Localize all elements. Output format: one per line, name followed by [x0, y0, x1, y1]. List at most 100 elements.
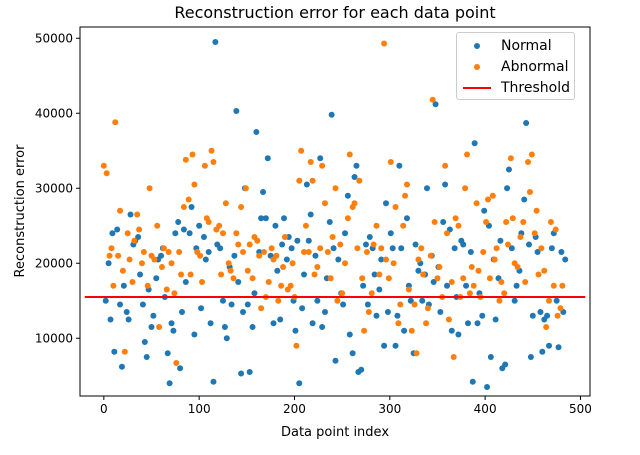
normal-point — [389, 245, 396, 252]
normal-point — [296, 380, 303, 387]
normal-point — [294, 237, 301, 244]
normal-point — [562, 256, 569, 263]
abnormal-point — [268, 245, 275, 252]
abnormal-point — [520, 219, 527, 225]
normal-point — [200, 234, 207, 240]
normal-point — [546, 342, 553, 349]
abnormal-point — [180, 204, 187, 210]
normal-point — [135, 234, 142, 240]
abnormal-point — [509, 215, 516, 222]
abnormal-point — [356, 177, 363, 184]
normal-point — [196, 222, 203, 229]
normal-point — [455, 331, 462, 338]
abnormal-point — [208, 147, 215, 154]
normal-point — [321, 309, 328, 315]
x-tick-label: 300 — [378, 402, 401, 416]
abnormal-point — [547, 219, 554, 225]
abnormal-point — [278, 282, 285, 289]
normal-point — [328, 111, 335, 118]
normal-point — [117, 301, 124, 308]
normal-point — [219, 297, 226, 304]
abnormal-point — [321, 200, 328, 207]
normal-point — [383, 200, 389, 207]
abnormal-point — [533, 207, 540, 214]
abnormal-point — [334, 297, 341, 304]
abnormal-point — [552, 226, 559, 233]
abnormal-point — [395, 320, 402, 327]
normal-point — [432, 101, 439, 108]
legend-marker-abnormal — [463, 57, 491, 77]
x-tick-label: 500 — [569, 402, 592, 416]
abnormal-point — [119, 267, 126, 274]
abnormal-point — [411, 301, 418, 308]
abnormal-point — [424, 305, 431, 312]
abnormal-point — [319, 162, 326, 169]
abnormal-point — [178, 271, 185, 278]
abnormal-point — [100, 162, 107, 169]
normal-point — [544, 312, 551, 319]
normal-point — [235, 279, 242, 285]
normal-point — [314, 297, 321, 304]
abnormal-point — [256, 252, 263, 259]
abnormal-point — [448, 279, 455, 285]
normal-point — [111, 348, 118, 355]
abnormal-point — [496, 297, 503, 304]
normal-point — [419, 297, 426, 304]
abnormal-point — [413, 350, 420, 357]
abnormal-point — [346, 151, 353, 158]
legend-label-threshold: Threshold — [501, 80, 570, 96]
abnormal-point — [191, 181, 198, 188]
normal-point — [469, 378, 476, 385]
normal-point — [332, 357, 339, 364]
abnormal-point — [233, 230, 240, 237]
normal-point — [251, 290, 258, 297]
abnormal-point — [517, 234, 524, 240]
abnormal-point — [302, 222, 309, 229]
abnormal-point — [154, 222, 161, 229]
normal-point — [168, 320, 175, 327]
normal-point — [240, 309, 247, 315]
abnormal-point — [138, 260, 145, 267]
normal-point — [415, 267, 422, 274]
normal-point — [558, 249, 565, 255]
normal-point — [484, 384, 491, 390]
abnormal-point — [146, 185, 153, 192]
legend-item-normal: Normal — [457, 36, 576, 56]
normal-point — [371, 271, 378, 278]
normal-point — [358, 366, 365, 373]
normal-point — [123, 309, 130, 315]
normal-point — [351, 174, 358, 180]
abnormal-point — [368, 290, 375, 297]
abnormal-point — [238, 204, 245, 210]
abnormal-point — [287, 282, 294, 289]
abnormal-point — [392, 204, 399, 210]
abnormal-point — [106, 252, 113, 259]
normal-point — [303, 181, 310, 188]
normal-point — [198, 305, 205, 312]
abnormal-point — [475, 267, 482, 274]
abnormal-point — [160, 245, 167, 252]
legend-label-abnormal: Abnormal — [501, 59, 569, 75]
normal-point — [262, 215, 269, 222]
normal-point — [464, 320, 471, 327]
normal-point — [188, 204, 195, 210]
normal-point — [182, 279, 189, 285]
abnormal-point — [385, 275, 392, 282]
normal-point — [274, 267, 281, 274]
abnormal-point — [254, 237, 261, 244]
normal-point — [177, 365, 184, 372]
abnormal-point — [171, 290, 178, 297]
abnormal-point — [541, 267, 548, 274]
abnormal-point — [434, 275, 441, 282]
plot-frame — [79, 26, 591, 397]
normal-point — [292, 327, 299, 334]
normal-point — [137, 271, 144, 278]
abnormal-point — [242, 185, 249, 192]
abnormal-point — [218, 271, 225, 278]
abnormal-point — [460, 275, 467, 282]
abnormal-point — [507, 155, 514, 162]
abnormal-point — [415, 256, 422, 263]
normal-point — [451, 245, 458, 252]
normal-point — [102, 297, 109, 304]
